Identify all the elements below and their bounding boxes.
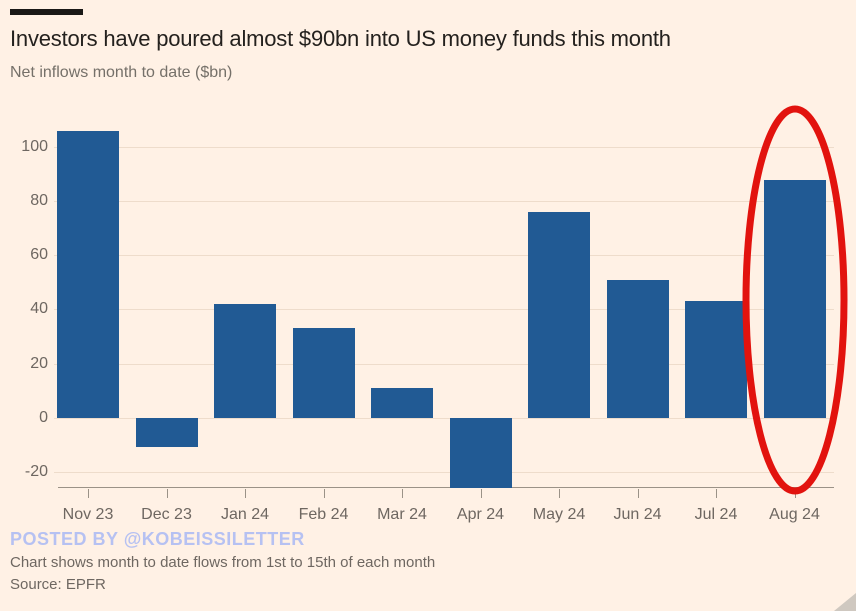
x-axis-label-nov-23: Nov 23 (62, 506, 114, 523)
x-axis-tick-apr-24 (480, 489, 482, 498)
gridline-0 (54, 417, 834, 419)
bar-mar-24 (371, 387, 433, 418)
chart-title: Investors have poured almost $90bn into … (10, 26, 671, 51)
bar-apr-24 (449, 417, 512, 488)
x-axis-label-jun-24: Jun 24 (613, 506, 662, 523)
watermark-text: POSTED BY @KOBEISSILETTER (10, 529, 305, 549)
bar-nov-23 (57, 130, 119, 418)
y-axis-label-80: 80 (30, 192, 48, 210)
x-axis-label-mar-24: Mar 24 (377, 506, 427, 523)
x-axis-label-jul-24: Jul 24 (694, 506, 738, 523)
x-axis-label-dec-23: Dec 23 (141, 506, 192, 523)
bar-jul-24 (685, 301, 747, 418)
corner-fold-decoration (834, 593, 856, 611)
gridline-100 (54, 147, 834, 149)
chart-subtitle: Net inflows month to date ($bn) (10, 64, 233, 81)
x-axis-label-apr-24: Apr 24 (456, 506, 505, 523)
chart-footnote: Chart shows month to date flows from 1st… (10, 554, 436, 571)
bar-jun-24 (606, 279, 669, 418)
y-axis-label-60: 60 (30, 246, 48, 264)
x-axis-label-may-24: May 24 (532, 506, 586, 523)
x-axis-tick-jul-24 (716, 489, 717, 498)
y-axis-label-20: 20 (30, 354, 48, 372)
gridline-40 (54, 309, 834, 311)
y-axis-label-40: 40 (30, 300, 48, 318)
gridline-60 (54, 255, 834, 257)
y-axis-label--20: -20 (24, 462, 48, 480)
gridline-80 (54, 201, 834, 203)
x-axis-tick-dec-23 (166, 489, 168, 498)
bar-jan-24 (214, 304, 276, 418)
bar-aug-24 (763, 179, 826, 418)
y-axis-label-100: 100 (21, 138, 48, 156)
bar-dec-23 (135, 417, 198, 448)
kicker-bar (10, 9, 83, 15)
x-axis-tick-aug-24 (794, 489, 796, 498)
x-axis-label-feb-24: Feb 24 (298, 506, 349, 523)
bar-chart-plot-area: -20 0 20 40 60 80 100 Nov 23 Dec 23 Jan 24 Feb 24 M… (21, 105, 847, 523)
x-axis-label-jan-24: Jan 24 (220, 506, 270, 523)
gridline-20 (54, 363, 834, 365)
x-axis-tick-may-24 (559, 489, 560, 498)
x-axis-tick-mar-24 (402, 489, 403, 498)
x-axis-label-aug-24: Aug 24 (769, 506, 820, 523)
y-axis-label-0: 0 (39, 408, 48, 426)
gridline--20 (54, 471, 834, 473)
bar-may-24 (528, 212, 590, 418)
x-axis-tick-jun-24 (637, 489, 639, 498)
bar-feb-24 (292, 328, 355, 418)
source-label: Source: EPFR (10, 576, 106, 593)
x-axis-tick-feb-24 (323, 489, 325, 498)
x-axis-tick-jan-24 (245, 489, 246, 498)
x-axis-tick-nov-23 (88, 489, 89, 498)
